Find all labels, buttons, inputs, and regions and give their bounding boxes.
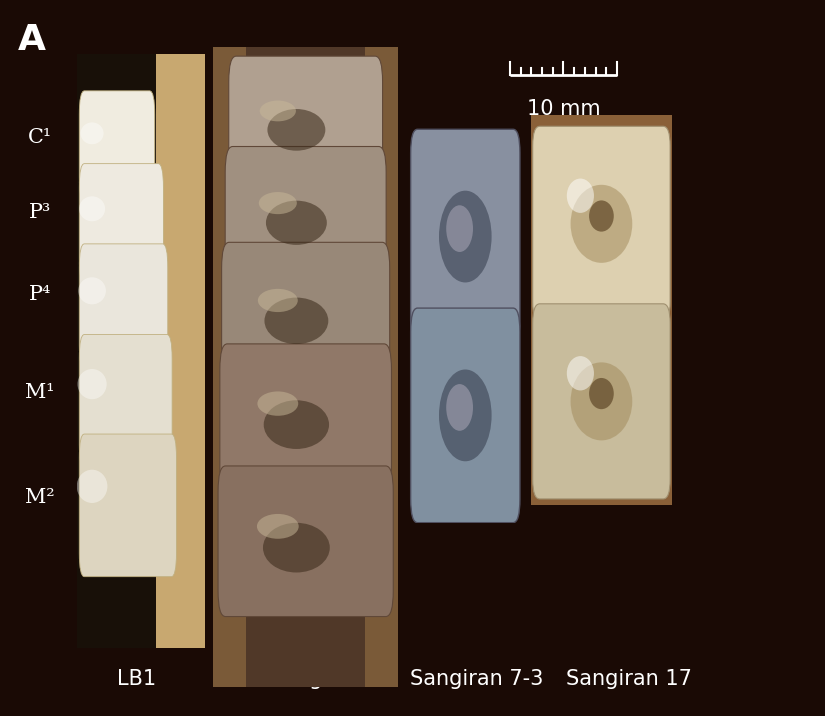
Ellipse shape [446, 205, 473, 252]
Ellipse shape [78, 369, 106, 400]
Text: LB1: LB1 [116, 669, 156, 689]
Text: M²: M² [25, 488, 54, 507]
FancyBboxPatch shape [531, 115, 672, 505]
Ellipse shape [264, 400, 329, 449]
Text: P³: P³ [29, 203, 50, 222]
FancyBboxPatch shape [246, 47, 365, 687]
FancyBboxPatch shape [79, 244, 167, 369]
FancyBboxPatch shape [218, 466, 394, 616]
Ellipse shape [439, 369, 492, 461]
Text: P⁴: P⁴ [28, 286, 51, 304]
Ellipse shape [589, 200, 614, 232]
Text: M¹: M¹ [25, 383, 54, 402]
Ellipse shape [265, 298, 328, 344]
Ellipse shape [571, 362, 632, 440]
Ellipse shape [78, 277, 106, 304]
Text: Sangiran 4: Sangiran 4 [270, 669, 382, 689]
FancyBboxPatch shape [219, 344, 392, 493]
FancyBboxPatch shape [77, 54, 156, 648]
Ellipse shape [259, 192, 297, 214]
Ellipse shape [266, 200, 327, 245]
Text: Sangiran 17: Sangiran 17 [566, 669, 691, 689]
Ellipse shape [567, 178, 594, 213]
Ellipse shape [567, 356, 594, 390]
Ellipse shape [571, 185, 632, 263]
FancyBboxPatch shape [79, 91, 155, 200]
Text: 10 mm: 10 mm [526, 99, 601, 119]
FancyBboxPatch shape [77, 54, 205, 648]
FancyBboxPatch shape [533, 126, 670, 321]
Ellipse shape [81, 122, 104, 144]
Ellipse shape [267, 109, 325, 150]
Ellipse shape [446, 384, 473, 431]
Ellipse shape [258, 289, 298, 312]
Ellipse shape [77, 470, 107, 503]
FancyBboxPatch shape [229, 56, 383, 190]
Text: Sangiran 7-3: Sangiran 7-3 [410, 669, 544, 689]
FancyBboxPatch shape [213, 47, 398, 687]
Text: C¹: C¹ [27, 128, 52, 147]
FancyBboxPatch shape [222, 242, 389, 387]
FancyBboxPatch shape [411, 130, 520, 344]
Ellipse shape [257, 392, 298, 416]
Text: A: A [18, 23, 46, 57]
Ellipse shape [439, 190, 492, 283]
FancyBboxPatch shape [79, 434, 177, 576]
Ellipse shape [263, 523, 330, 573]
FancyBboxPatch shape [411, 308, 520, 523]
Ellipse shape [257, 514, 299, 538]
Ellipse shape [260, 100, 296, 121]
FancyBboxPatch shape [79, 164, 163, 283]
Ellipse shape [589, 378, 614, 409]
FancyBboxPatch shape [225, 147, 386, 286]
Ellipse shape [79, 196, 105, 221]
FancyBboxPatch shape [533, 304, 670, 499]
FancyBboxPatch shape [79, 334, 172, 468]
